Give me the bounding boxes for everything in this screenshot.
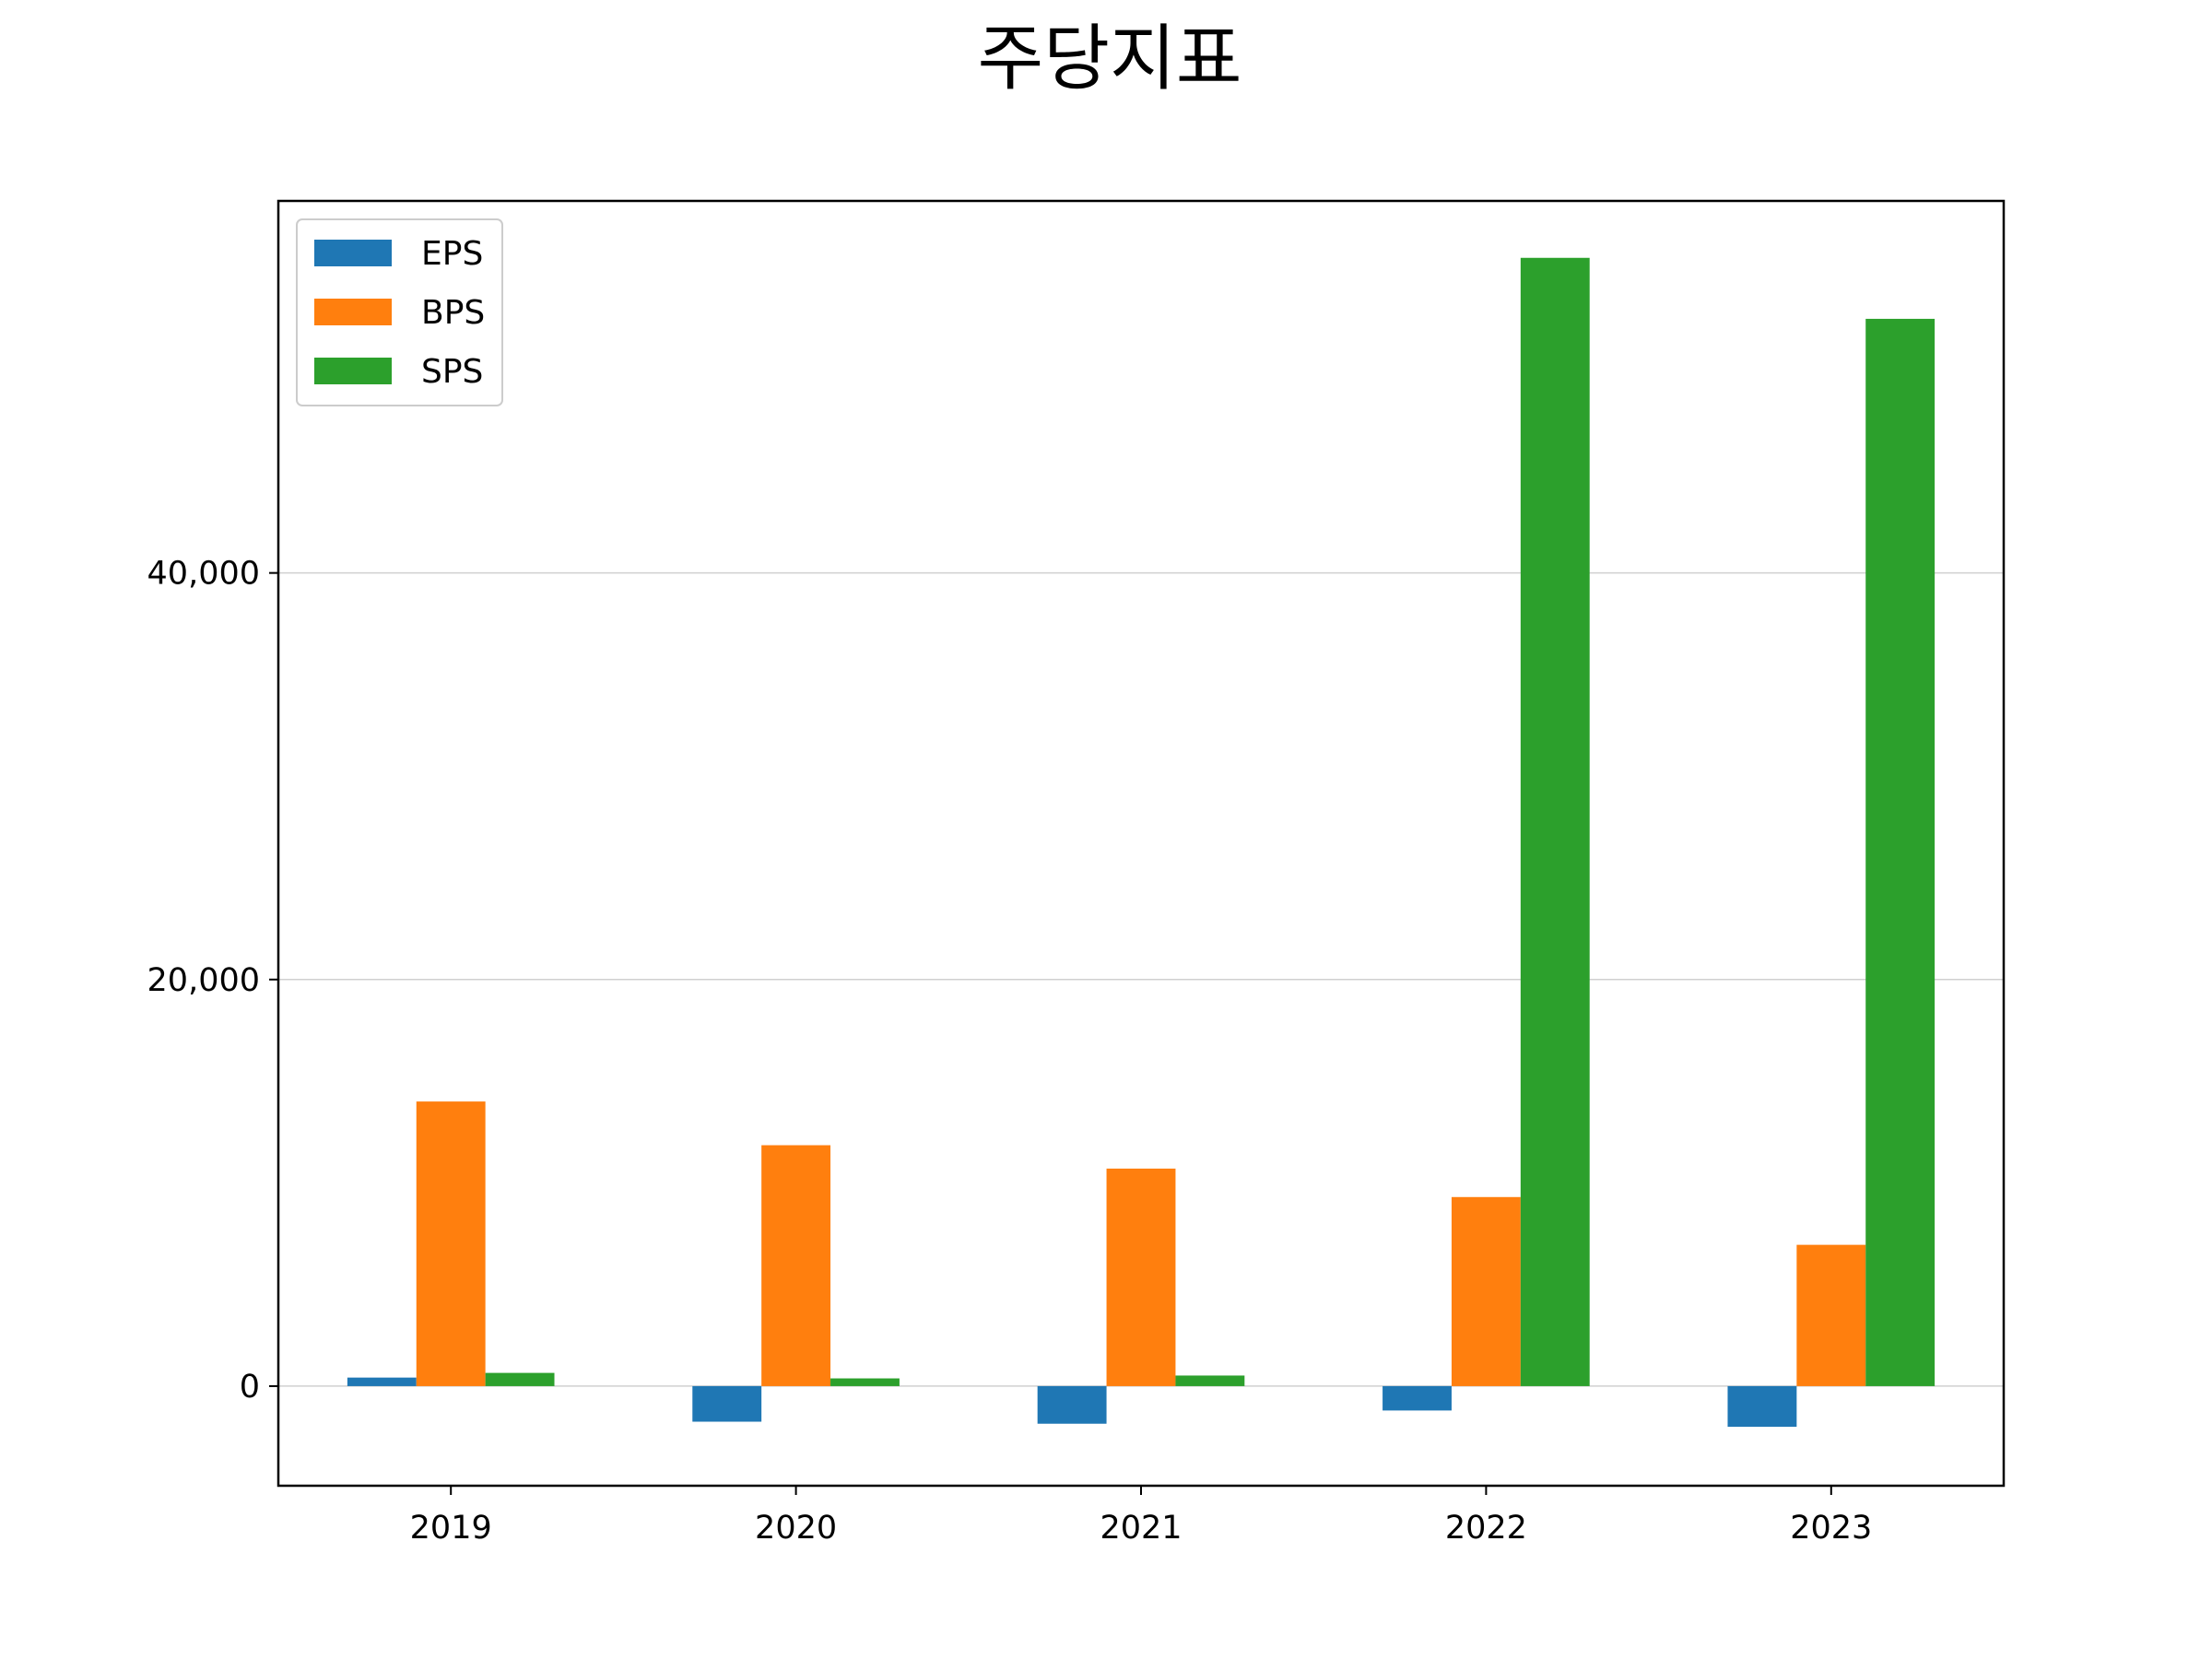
bar-sps-2022: [1520, 257, 1590, 1386]
legend-swatch-bps: [314, 299, 392, 325]
y-tick-label: 40,000: [147, 556, 260, 593]
x-tick-label: 2021: [1100, 1510, 1182, 1547]
bar-eps-2021: [1037, 1385, 1107, 1424]
x-tick-label: 2019: [410, 1510, 492, 1547]
axis-ticks: 0 20,000 40,000 2019 2020 2021 2022 2023: [147, 556, 1873, 1547]
bars: [347, 257, 1936, 1428]
x-tick-label: 2023: [1790, 1510, 1872, 1547]
bar-bps-2022: [1451, 1196, 1521, 1386]
bar-bps-2023: [1796, 1244, 1866, 1386]
legend-label-bps: BPS: [421, 294, 485, 332]
bar-eps-2020: [692, 1385, 762, 1422]
bar-sps-2019: [485, 1372, 555, 1386]
bar-eps-2019: [347, 1377, 417, 1386]
y-tick-label: 20,000: [147, 962, 260, 999]
legend-swatch-sps: [314, 358, 392, 384]
chart-title: 주당지표: [977, 18, 1241, 100]
bar-sps-2021: [1175, 1375, 1245, 1386]
legend-label-eps: EPS: [421, 235, 483, 273]
bar-eps-2023: [1727, 1385, 1797, 1428]
bar-sps-2023: [1865, 318, 1936, 1386]
legend-label-sps: SPS: [421, 353, 483, 391]
x-tick-label: 2022: [1445, 1510, 1527, 1547]
bar-bps-2021: [1106, 1168, 1176, 1386]
bar-sps-2020: [830, 1378, 900, 1386]
legend-swatch-eps: [314, 240, 392, 266]
x-tick-label: 2020: [755, 1510, 837, 1547]
bar-bps-2019: [416, 1101, 486, 1386]
bar-bps-2020: [761, 1145, 831, 1386]
bar-eps-2022: [1382, 1385, 1452, 1411]
y-tick-label: 0: [240, 1369, 260, 1406]
legend: EPS BPS SPS: [296, 218, 503, 406]
